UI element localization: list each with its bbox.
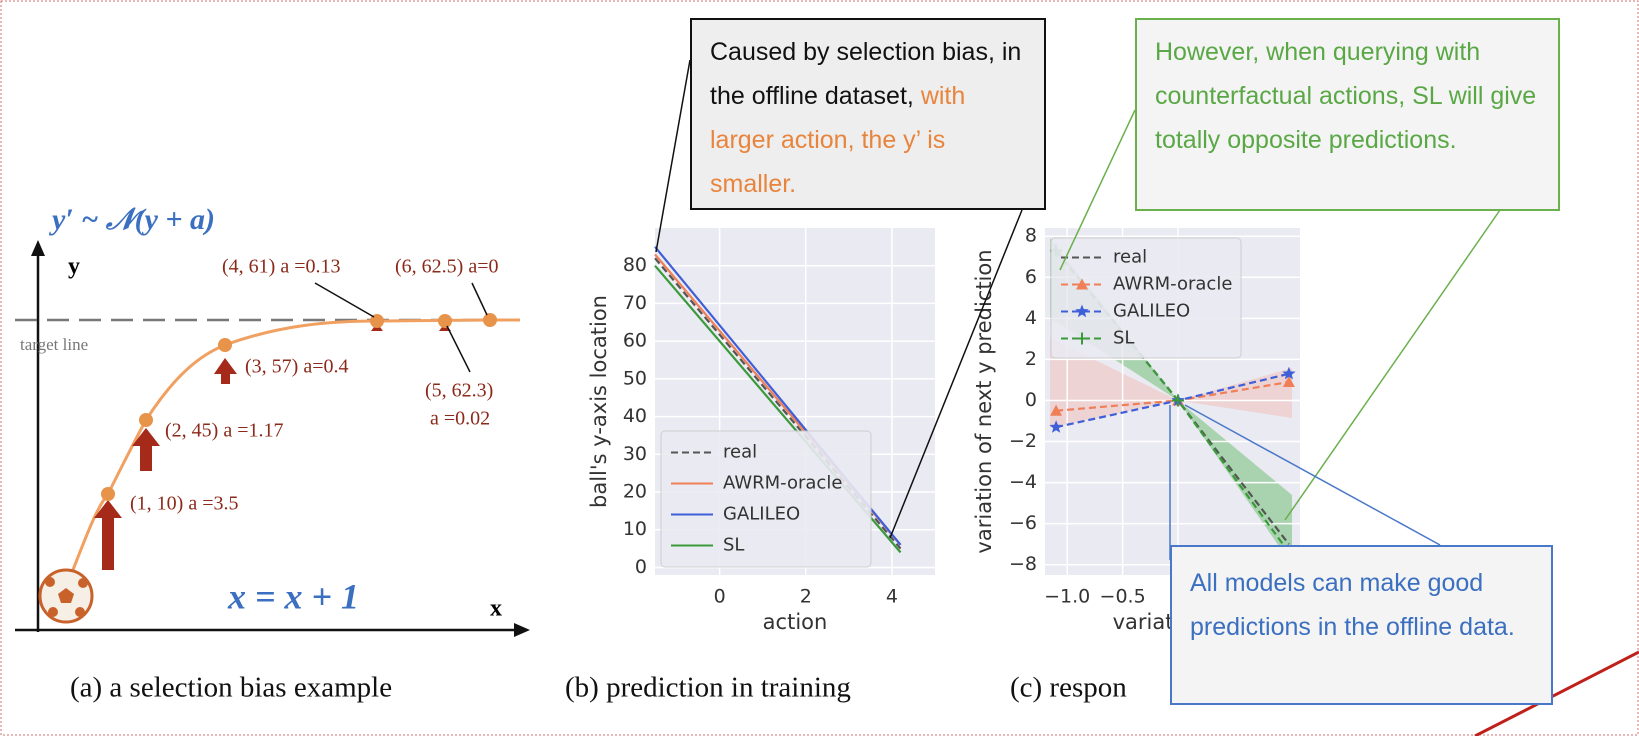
axis-label: x	[490, 596, 502, 622]
callout: Caused by selection bias, in the offline…	[690, 18, 1046, 210]
connector	[1284, 209, 1501, 521]
y-tick-label: 10	[623, 518, 647, 540]
x-tick-label: 2	[800, 586, 812, 608]
x-tick-label: 4	[886, 586, 898, 608]
ball	[38, 568, 94, 624]
arrowhead	[31, 240, 45, 256]
marker	[1075, 304, 1089, 318]
panel-a: y′ ~ 𝒩(y + a) y x target line (1, 10) a …	[15, 203, 530, 704]
marker	[1282, 375, 1295, 387]
marker	[1172, 394, 1185, 407]
connector	[655, 59, 691, 253]
connector	[1184, 404, 1441, 546]
y-tick-label: −6	[1009, 512, 1037, 534]
callout-text: Caused by selection bias, in the offline…	[710, 38, 1022, 110]
y-tick-label: 6	[1025, 266, 1037, 288]
y-tick-label: 8	[1025, 225, 1037, 247]
legend-label: SL	[723, 535, 744, 556]
callout-text: .	[1507, 613, 1515, 641]
legend-box	[1050, 237, 1242, 359]
x-tick-label: −0.5	[1100, 586, 1146, 608]
series-line	[654, 257, 902, 550]
legend-label: AWRM-oracle	[723, 473, 842, 494]
y-axis-label: variation of next y prediction	[972, 249, 996, 553]
y-tick-label: 70	[623, 292, 647, 314]
y-tick-label: −4	[1009, 471, 1037, 493]
callout-highlight: offline data	[1385, 613, 1508, 641]
leaders	[314, 282, 488, 373]
y-tick-label: 40	[623, 405, 647, 427]
y-axis-label: ball's y-axis location	[587, 295, 611, 508]
point-label: (3, 57) a=0.4	[245, 356, 348, 378]
legend-label: SL	[1113, 328, 1134, 349]
marker	[1050, 404, 1063, 416]
y-tick-label: 30	[623, 443, 647, 465]
point-label: a =0.02	[430, 408, 490, 430]
point-label: (4, 61) a =0.13	[222, 256, 340, 278]
callout-text: However, when querying with counterfactu…	[1155, 38, 1537, 154]
target-label: target line	[20, 335, 88, 354]
callout: All models can make good predictions in …	[1170, 545, 1553, 705]
marker	[1049, 420, 1063, 433]
callout-highlight: with larger action, the y’ is smaller.	[710, 82, 966, 198]
y-tick-label: 60	[623, 330, 647, 352]
y-tick-label: 4	[1025, 307, 1037, 329]
curve	[63, 318, 520, 591]
formula: y′ ~ 𝒩(y + a)	[49, 203, 215, 236]
axis-label: y	[68, 254, 80, 280]
point-label: (2, 45) a =1.17	[165, 420, 283, 442]
update-rule: x = x + 1	[227, 576, 359, 616]
y-tick-label: 50	[623, 367, 647, 389]
x-tick-label: 0	[714, 586, 726, 608]
pen-stroke	[1474, 650, 1639, 736]
y-tick-label: −8	[1009, 553, 1037, 575]
arrowhead	[514, 623, 530, 637]
callout-text: All models can make good predictions in …	[1190, 569, 1484, 641]
marker	[1282, 366, 1296, 380]
caption: (c) respon	[1010, 672, 1127, 704]
legend-label: GALILEO	[1113, 301, 1190, 322]
caption: (a) a selection bias example	[70, 672, 392, 704]
x-axis-label: action	[763, 610, 828, 634]
y-tick-label: 0	[1025, 389, 1037, 411]
legend-box	[660, 430, 872, 568]
x-tick-label: −1.0	[1044, 586, 1090, 608]
legend-label: GALILEO	[723, 504, 800, 525]
y-tick-label: −2	[1009, 430, 1037, 452]
legend-label: real	[723, 442, 757, 463]
y-tick-label: 0	[635, 556, 647, 578]
band	[1050, 338, 1292, 428]
connector	[889, 209, 1023, 539]
marker	[1076, 278, 1088, 290]
connector	[1059, 109, 1136, 271]
caption: (b) prediction in training	[565, 672, 851, 704]
y-tick-label: 80	[623, 254, 647, 276]
point-label: (6, 62.5) a=0	[395, 256, 498, 278]
y-tick-label: 20	[623, 481, 647, 503]
marker	[1076, 332, 1088, 345]
legend-label: AWRM-oracle	[1113, 274, 1232, 295]
point-label: (5, 62.3)	[425, 380, 493, 402]
points	[101, 313, 497, 501]
callout: However, when querying with counterfactu…	[1135, 18, 1560, 211]
point-label: (1, 10) a =3.5	[130, 493, 238, 515]
legend-label: real	[1113, 247, 1147, 268]
y-tick-label: 2	[1025, 348, 1037, 370]
